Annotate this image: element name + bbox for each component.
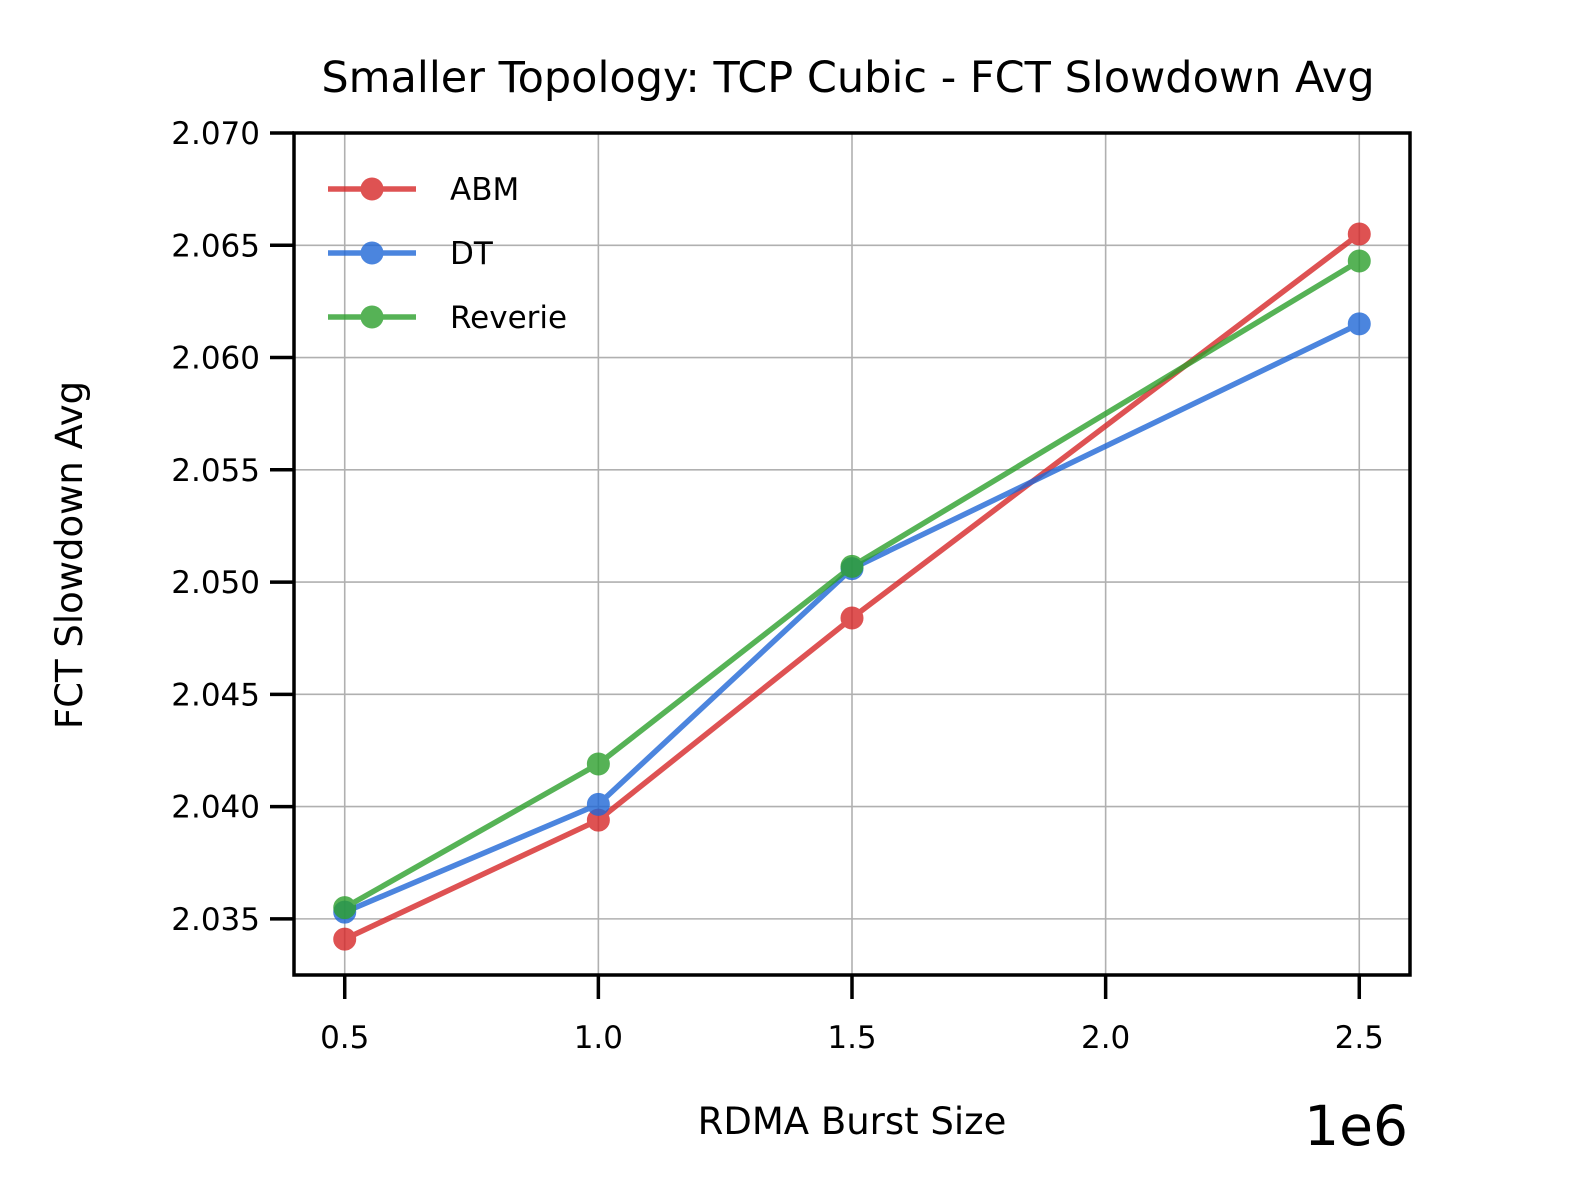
data-point-abm <box>1347 222 1371 246</box>
legend-swatch-marker <box>360 241 384 265</box>
data-point-reverie <box>1347 249 1371 273</box>
legend-swatch-marker <box>360 305 384 329</box>
x-axis-label: RDMA Burst Size <box>698 1100 1007 1143</box>
legend-item-dt: DT <box>328 236 494 272</box>
x-tick-label: 2.0 <box>1081 1020 1130 1056</box>
y-tick-label: 2.070 <box>171 116 260 152</box>
data-point-reverie <box>586 752 610 776</box>
y-axis: 2.035 2.040 2.045 2.050 2.055 2.060 2.065 2.070 <box>171 116 294 938</box>
legend-swatch-dt <box>328 241 416 265</box>
series-line-reverie <box>343 258 1361 911</box>
legend-swatch-marker <box>360 177 384 201</box>
data-point-dt <box>1347 312 1371 336</box>
x-tick-label: 0.5 <box>320 1020 369 1056</box>
series-abm <box>333 222 1371 951</box>
legend: ABM DT Reverie <box>328 172 567 336</box>
legend-item-reverie: Reverie <box>328 300 567 336</box>
x-tick-label: 1.0 <box>574 1020 623 1056</box>
chart-title: Smaller Topology: TCP Cubic - FCT Slowdo… <box>321 53 1374 103</box>
y-tick-label: 2.065 <box>171 228 260 264</box>
legend-swatch-abm <box>328 177 416 201</box>
legend-label-dt: DT <box>450 236 494 272</box>
legend-swatch-reverie <box>328 305 416 329</box>
y-axis-label: FCT Slowdown Avg <box>48 381 91 729</box>
y-tick-label: 2.055 <box>171 453 260 489</box>
legend-label-abm: ABM <box>450 172 519 208</box>
data-point-reverie <box>333 896 357 920</box>
data-point-abm <box>333 927 357 951</box>
x-tick-label: 2.5 <box>1335 1020 1384 1056</box>
x-tick-label: 1.5 <box>827 1020 876 1056</box>
series-line-dt <box>343 321 1361 915</box>
y-tick-label: 2.040 <box>171 790 260 826</box>
y-tick-label: 2.050 <box>171 565 260 601</box>
series-line-abm <box>343 231 1361 942</box>
grid <box>294 132 1410 975</box>
y-tick-label: 2.035 <box>171 902 260 938</box>
x-axis: 0.5 1.0 1.5 2.0 2.5 <box>320 975 1384 1056</box>
y-tick-label: 2.060 <box>171 341 260 377</box>
y-tick-label: 2.045 <box>171 677 260 713</box>
legend-label-reverie: Reverie <box>450 300 567 336</box>
series-reverie <box>333 249 1371 920</box>
legend-item-abm: ABM <box>328 172 519 208</box>
x-offset-label: 1e6 <box>1304 1094 1408 1158</box>
series-layer <box>333 222 1371 951</box>
data-point-dt <box>586 792 610 816</box>
data-point-abm <box>840 606 864 630</box>
data-point-reverie <box>840 554 864 578</box>
